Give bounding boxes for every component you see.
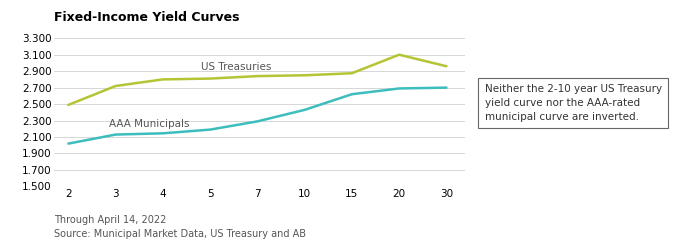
Text: US Treasuries: US Treasuries (201, 62, 271, 72)
Text: AAA Municipals: AAA Municipals (108, 119, 189, 129)
Text: Source: Municipal Market Data, US Treasury and AB: Source: Municipal Market Data, US Treasu… (54, 229, 306, 239)
Text: Fixed-Income Yield Curves: Fixed-Income Yield Curves (54, 11, 240, 24)
Text: Through April 14, 2022: Through April 14, 2022 (54, 215, 167, 225)
Text: Neither the 2-10 year US Treasury
yield curve nor the AAA-rated
municipal curve : Neither the 2-10 year US Treasury yield … (485, 84, 661, 122)
